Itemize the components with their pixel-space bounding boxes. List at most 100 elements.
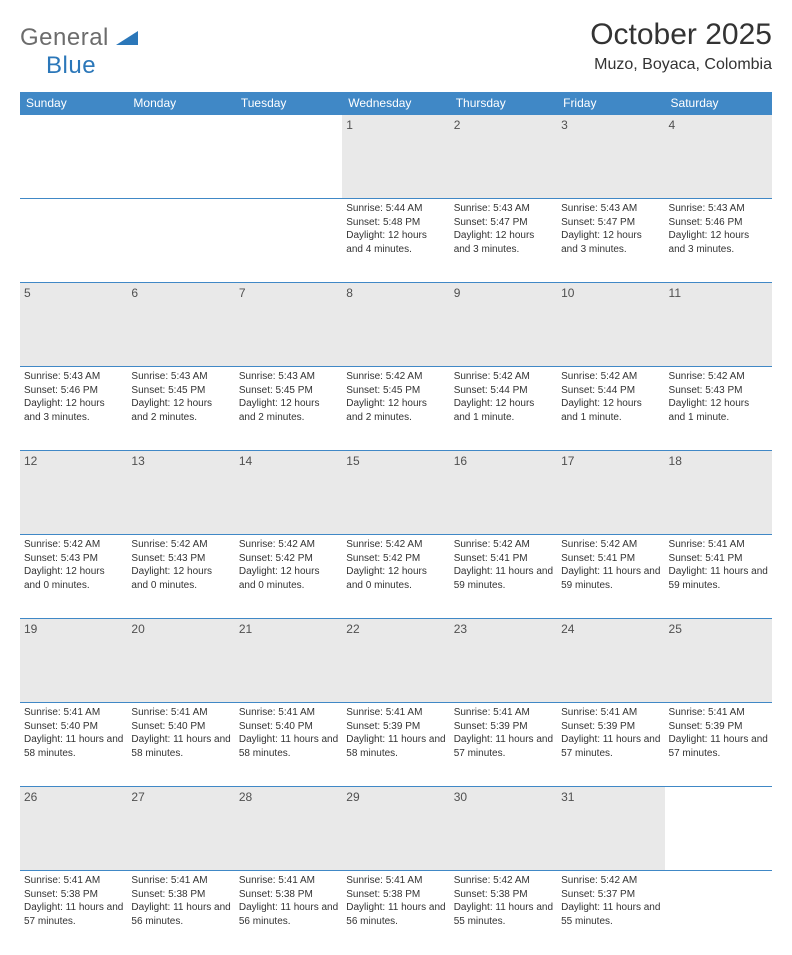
day-details: Sunrise: 5:44 AMSunset: 5:48 PMDaylight:… [346, 202, 445, 256]
day-header: Friday [557, 92, 664, 115]
sunrise-line: Sunrise: 5:42 AM [561, 874, 660, 888]
day-number: 9 [450, 283, 557, 367]
day-details: Sunrise: 5:41 AMSunset: 5:40 PMDaylight:… [131, 706, 230, 760]
daynum-row: 19202122232425 [20, 619, 772, 703]
day-number: 21 [235, 619, 342, 703]
day-details: Sunrise: 5:42 AMSunset: 5:41 PMDaylight:… [561, 538, 660, 592]
sunset-line: Sunset: 5:39 PM [346, 720, 445, 734]
calendar-table: SundayMondayTuesdayWednesdayThursdayFrid… [20, 92, 772, 955]
day-details: Sunrise: 5:43 AMSunset: 5:45 PMDaylight:… [131, 370, 230, 424]
sunrise-line: Sunrise: 5:43 AM [24, 370, 123, 384]
day-details: Sunrise: 5:42 AMSunset: 5:38 PMDaylight:… [454, 874, 553, 928]
day-number: 6 [127, 283, 234, 367]
daylight-line: Daylight: 12 hours and 3 minutes. [561, 229, 660, 256]
week-row: Sunrise: 5:41 AMSunset: 5:40 PMDaylight:… [20, 703, 772, 787]
day-cell: Sunrise: 5:42 AMSunset: 5:43 PMDaylight:… [665, 367, 772, 451]
sunset-line: Sunset: 5:38 PM [239, 888, 338, 902]
daylight-line: Daylight: 12 hours and 0 minutes. [131, 565, 230, 592]
day-details: Sunrise: 5:42 AMSunset: 5:42 PMDaylight:… [346, 538, 445, 592]
day-cell: Sunrise: 5:41 AMSunset: 5:38 PMDaylight:… [127, 871, 234, 955]
day-details: Sunrise: 5:43 AMSunset: 5:47 PMDaylight:… [454, 202, 553, 256]
day-cell: Sunrise: 5:42 AMSunset: 5:43 PMDaylight:… [20, 535, 127, 619]
sunset-line: Sunset: 5:38 PM [454, 888, 553, 902]
daylight-line: Daylight: 11 hours and 55 minutes. [561, 901, 660, 928]
daylight-line: Daylight: 11 hours and 58 minutes. [239, 733, 338, 760]
day-header: Thursday [450, 92, 557, 115]
sunset-line: Sunset: 5:39 PM [454, 720, 553, 734]
day-cell: Sunrise: 5:41 AMSunset: 5:40 PMDaylight:… [127, 703, 234, 787]
day-cell: Sunrise: 5:41 AMSunset: 5:39 PMDaylight:… [665, 703, 772, 787]
day-number: 31 [557, 787, 664, 871]
day-number: 13 [127, 451, 234, 535]
sunset-line: Sunset: 5:39 PM [669, 720, 768, 734]
day-number [20, 115, 127, 199]
day-cell: Sunrise: 5:41 AMSunset: 5:39 PMDaylight:… [342, 703, 449, 787]
sunrise-line: Sunrise: 5:41 AM [561, 706, 660, 720]
day-cell [665, 871, 772, 955]
day-details: Sunrise: 5:41 AMSunset: 5:39 PMDaylight:… [346, 706, 445, 760]
sunrise-line: Sunrise: 5:41 AM [239, 706, 338, 720]
sunset-line: Sunset: 5:37 PM [561, 888, 660, 902]
day-cell: Sunrise: 5:42 AMSunset: 5:42 PMDaylight:… [235, 535, 342, 619]
sunrise-line: Sunrise: 5:42 AM [239, 538, 338, 552]
sunrise-line: Sunrise: 5:42 AM [669, 370, 768, 384]
day-cell: Sunrise: 5:43 AMSunset: 5:46 PMDaylight:… [20, 367, 127, 451]
day-cell [235, 199, 342, 283]
day-number: 17 [557, 451, 664, 535]
day-number: 15 [342, 451, 449, 535]
sunset-line: Sunset: 5:38 PM [24, 888, 123, 902]
header-right: October 2025 Muzo, Boyaca, Colombia [590, 18, 772, 74]
daylight-line: Daylight: 12 hours and 3 minutes. [24, 397, 123, 424]
day-number: 14 [235, 451, 342, 535]
sunset-line: Sunset: 5:42 PM [239, 552, 338, 566]
sunset-line: Sunset: 5:43 PM [131, 552, 230, 566]
daynum-row: 1234 [20, 115, 772, 199]
day-cell: Sunrise: 5:41 AMSunset: 5:40 PMDaylight:… [235, 703, 342, 787]
daynum-row: 567891011 [20, 283, 772, 367]
day-number [665, 787, 772, 871]
day-header: Tuesday [235, 92, 342, 115]
day-details: Sunrise: 5:42 AMSunset: 5:43 PMDaylight:… [669, 370, 768, 424]
sunset-line: Sunset: 5:42 PM [346, 552, 445, 566]
day-details: Sunrise: 5:41 AMSunset: 5:40 PMDaylight:… [239, 706, 338, 760]
daylight-line: Daylight: 11 hours and 58 minutes. [346, 733, 445, 760]
day-cell: Sunrise: 5:41 AMSunset: 5:38 PMDaylight:… [235, 871, 342, 955]
day-cell: Sunrise: 5:44 AMSunset: 5:48 PMDaylight:… [342, 199, 449, 283]
day-number: 19 [20, 619, 127, 703]
daylight-line: Daylight: 12 hours and 4 minutes. [346, 229, 445, 256]
day-number: 22 [342, 619, 449, 703]
day-details: Sunrise: 5:41 AMSunset: 5:38 PMDaylight:… [239, 874, 338, 928]
day-details: Sunrise: 5:42 AMSunset: 5:44 PMDaylight:… [454, 370, 553, 424]
day-number [127, 115, 234, 199]
day-number: 7 [235, 283, 342, 367]
sunset-line: Sunset: 5:38 PM [346, 888, 445, 902]
day-number: 12 [20, 451, 127, 535]
daylight-line: Daylight: 11 hours and 58 minutes. [24, 733, 123, 760]
day-cell: Sunrise: 5:41 AMSunset: 5:39 PMDaylight:… [450, 703, 557, 787]
day-number: 3 [557, 115, 664, 199]
logo-text-blue: Blue [46, 52, 96, 79]
daylight-line: Daylight: 12 hours and 2 minutes. [239, 397, 338, 424]
sunset-line: Sunset: 5:38 PM [131, 888, 230, 902]
logo: General Blue [20, 24, 138, 80]
daylight-line: Daylight: 12 hours and 2 minutes. [346, 397, 445, 424]
day-cell: Sunrise: 5:43 AMSunset: 5:47 PMDaylight:… [450, 199, 557, 283]
day-number: 24 [557, 619, 664, 703]
day-number: 4 [665, 115, 772, 199]
sunset-line: Sunset: 5:39 PM [561, 720, 660, 734]
sunset-line: Sunset: 5:40 PM [239, 720, 338, 734]
daylight-line: Daylight: 11 hours and 59 minutes. [561, 565, 660, 592]
daynum-row: 262728293031 [20, 787, 772, 871]
daylight-line: Daylight: 12 hours and 2 minutes. [131, 397, 230, 424]
day-number: 29 [342, 787, 449, 871]
sunrise-line: Sunrise: 5:42 AM [346, 538, 445, 552]
sunrise-line: Sunrise: 5:41 AM [454, 706, 553, 720]
day-details: Sunrise: 5:41 AMSunset: 5:38 PMDaylight:… [24, 874, 123, 928]
day-details: Sunrise: 5:41 AMSunset: 5:38 PMDaylight:… [131, 874, 230, 928]
sunset-line: Sunset: 5:46 PM [669, 216, 768, 230]
sunset-line: Sunset: 5:40 PM [24, 720, 123, 734]
sunrise-line: Sunrise: 5:42 AM [454, 538, 553, 552]
daylight-line: Daylight: 11 hours and 57 minutes. [24, 901, 123, 928]
day-details: Sunrise: 5:43 AMSunset: 5:46 PMDaylight:… [669, 202, 768, 256]
sunset-line: Sunset: 5:41 PM [454, 552, 553, 566]
